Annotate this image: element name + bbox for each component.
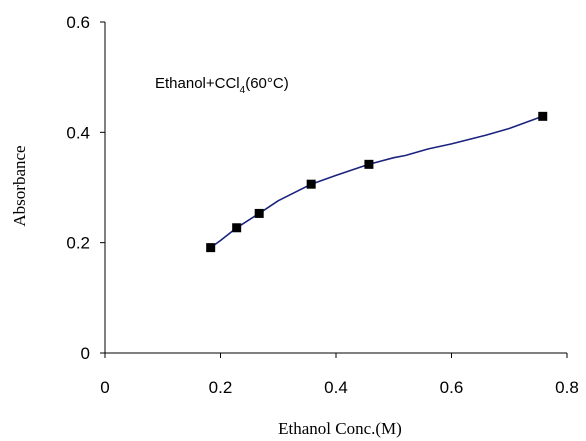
x-tick-label: 0.4 <box>324 378 348 397</box>
series-layer <box>206 111 548 253</box>
series-line <box>210 115 543 249</box>
data-point-marker <box>364 159 374 169</box>
data-point-marker <box>232 223 242 233</box>
plot-area <box>104 22 567 354</box>
x-tick-label: 0.8 <box>555 378 579 397</box>
data-point-marker <box>254 208 264 218</box>
y-tick-label: 0.6 <box>66 13 90 32</box>
x-tick-label: 0.6 <box>440 378 464 397</box>
y-tick-label: 0 <box>81 344 90 363</box>
x-axis: 0 0.2 0.4 0.6 0.8 <box>100 353 579 397</box>
data-point-marker <box>306 179 316 189</box>
y-axis: 0 0.2 0.4 0.6 <box>66 13 105 363</box>
chart-annotation: Ethanol+CCl4(60°C) <box>155 75 289 96</box>
y-tick-label: 0.2 <box>66 234 90 253</box>
x-tick-label: 0 <box>100 378 109 397</box>
y-tick-label: 0.4 <box>66 123 90 142</box>
data-point-marker <box>538 111 548 121</box>
data-point-marker <box>206 243 216 253</box>
y-axis-title: Absorbance <box>10 145 29 226</box>
x-tick-label: 0.2 <box>209 378 233 397</box>
x-axis-title: Ethanol Conc.(M) <box>278 419 402 438</box>
